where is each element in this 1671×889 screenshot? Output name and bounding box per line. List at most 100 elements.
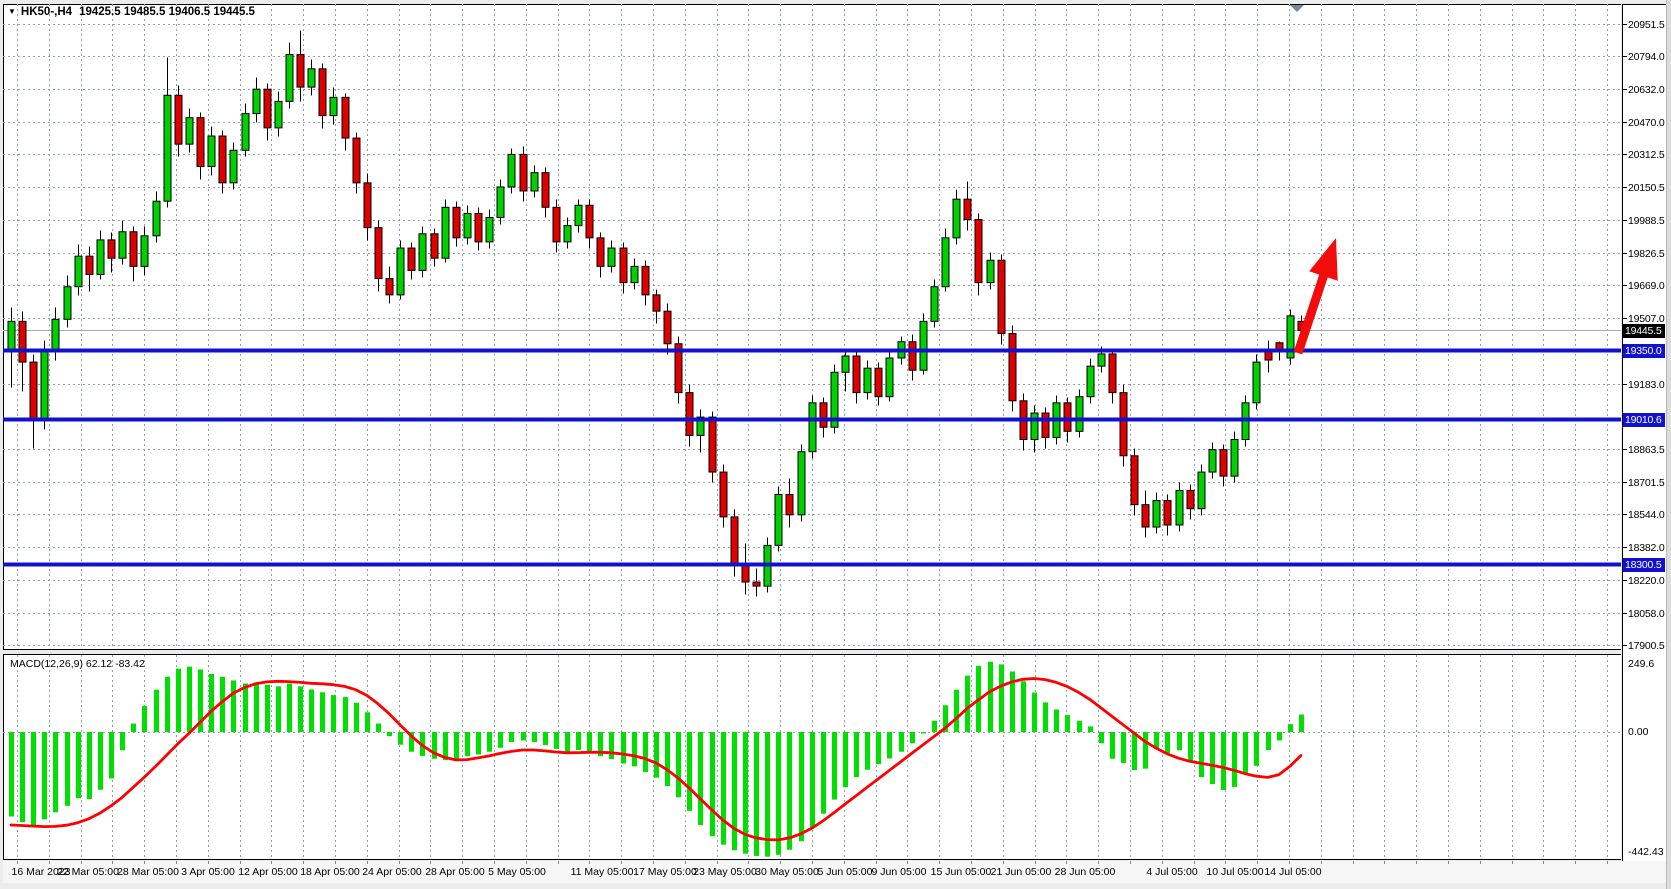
trend-arrow-shaft[interactable]: [1293, 268, 1330, 355]
candle-body-down: [385, 278, 394, 296]
macd-histogram-bar: [587, 732, 592, 753]
macd-histogram-bar: [187, 666, 192, 732]
trend-arrow-head[interactable]: [1309, 238, 1338, 281]
macd-histogram-bar: [621, 732, 626, 764]
macd-histogram-bar: [1043, 702, 1048, 732]
macd-histogram-bar: [899, 732, 904, 752]
candle-body-up: [463, 212, 472, 239]
candle-body-up: [1175, 489, 1184, 526]
time-axis[interactable]: [3, 861, 1666, 883]
macd-histogram-bar: [1177, 732, 1182, 751]
candle-body-down: [107, 239, 116, 259]
macd-histogram-bar: [142, 706, 147, 732]
macd-histogram-bar: [854, 732, 859, 778]
candle-body-up: [986, 259, 995, 284]
candle-body-down: [552, 206, 561, 243]
macd-histogram-bar: [1277, 732, 1282, 741]
candle-body-down: [663, 310, 672, 345]
macd-histogram-bar: [276, 686, 281, 732]
candle-body-down: [852, 355, 861, 394]
candle-body-down: [1264, 351, 1273, 361]
candle-body-up: [485, 216, 494, 243]
candle-body-up: [418, 233, 427, 271]
candle-body-up: [1152, 500, 1161, 528]
candle-body-up: [863, 367, 872, 394]
candle-body-up: [1030, 412, 1039, 440]
candle-body-up: [563, 225, 572, 243]
macd-histogram-bar: [1199, 732, 1204, 778]
macd-histogram-bar: [932, 720, 937, 732]
candle-body-down: [674, 343, 683, 394]
macd-histogram-bar: [120, 732, 125, 751]
macd-histogram-bar: [521, 732, 526, 741]
macd-histogram-bar: [220, 676, 225, 732]
candle-body-up: [607, 247, 616, 267]
macd-histogram-bar: [665, 732, 670, 787]
candle-body-down: [318, 68, 327, 117]
main-chart-plot-area[interactable]: [3, 4, 1621, 650]
macd-histogram-bar: [98, 732, 103, 790]
macd-histogram-bar: [1210, 732, 1215, 785]
macd-histogram-bar: [710, 732, 715, 837]
macd-histogram-bar: [743, 732, 748, 854]
macd-histogram-bar: [443, 732, 448, 761]
symbol-dropdown-icon[interactable]: ▼: [8, 7, 16, 16]
macd-histogram-bar: [165, 676, 170, 732]
chart-shift-marker[interactable]: [1290, 5, 1304, 12]
candle-body-down: [1063, 402, 1072, 432]
macd-histogram-bar: [988, 661, 993, 732]
candle-body-up: [1208, 449, 1217, 473]
candle-body-down: [129, 231, 138, 267]
candle-body-up: [830, 371, 839, 428]
macd-histogram-bar: [265, 684, 270, 732]
macd-histogram-bar: [231, 680, 236, 732]
candle-body-down: [1119, 392, 1128, 457]
macd-histogram-bar: [887, 732, 892, 759]
candle-body-down: [997, 259, 1006, 335]
macd-histogram-bar: [532, 732, 537, 743]
macd-histogram-bar: [53, 732, 58, 813]
candle-body-up: [96, 239, 105, 276]
candlestick-series: [7, 30, 1306, 597]
candle-body-down: [363, 182, 372, 229]
macd-histogram-bar: [565, 732, 570, 752]
candle-body-up: [229, 149, 238, 184]
macd-histogram-bar: [1188, 732, 1193, 762]
macd-histogram-bar: [243, 683, 248, 732]
candle-body-up: [941, 237, 950, 288]
macd-histogram-bar: [1121, 732, 1126, 763]
macd-histogram-bar: [287, 683, 292, 732]
macd-histogram-bar: [387, 732, 392, 737]
candle-body-up: [841, 355, 850, 373]
macd-name: MACD(12,26,9): [10, 658, 83, 670]
macd-histogram-bar: [176, 668, 181, 732]
macd-histogram-bar: [454, 732, 459, 759]
macd-histogram-bar: [309, 689, 314, 732]
candle-body-up: [774, 493, 783, 546]
candle-body-down: [1008, 333, 1017, 402]
candle-body-up: [1286, 315, 1295, 359]
macd-histogram-bar: [965, 675, 970, 732]
candle-body-down: [196, 117, 205, 168]
candle-body-down: [263, 88, 272, 129]
candle-body-down: [374, 227, 383, 280]
candle-body-up: [185, 117, 194, 145]
macd-histogram-bar: [1132, 732, 1137, 771]
candle-body-down: [85, 255, 94, 276]
macd-histogram-bar: [843, 732, 848, 788]
candle-body-down: [819, 402, 828, 428]
price-axis[interactable]: [1622, 4, 1667, 862]
macd-histogram-bar: [131, 723, 136, 732]
macd-histogram-bar: [732, 732, 737, 851]
candle-body-up: [530, 172, 539, 192]
macd-histogram-bar: [543, 732, 548, 745]
macd-histogram-bar: [1110, 732, 1115, 759]
trend-arrow-annotation[interactable]: [1293, 238, 1338, 355]
candle-body-up: [630, 265, 639, 284]
macd-histogram-bar: [398, 732, 403, 745]
macd-histogram-bar: [943, 705, 948, 732]
macd-histogram-bar: [498, 732, 503, 748]
candle-body-down: [18, 320, 27, 363]
